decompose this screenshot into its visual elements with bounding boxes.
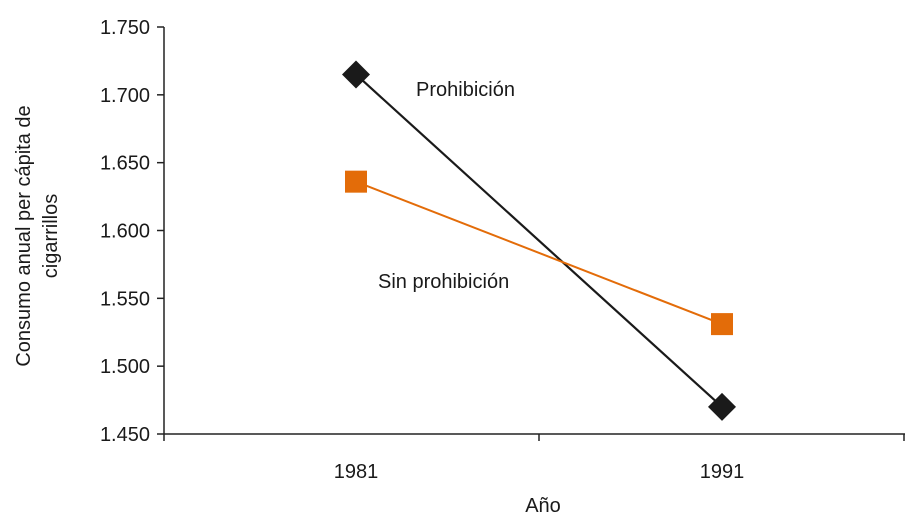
x-ticks: 1981 1991 <box>163 434 905 483</box>
y-axis-title-line-1: Consumo anual per cápita de <box>13 105 35 366</box>
series-lines <box>355 73 723 408</box>
data-point-0-0 <box>342 60 370 89</box>
data-point-0-1 <box>708 392 736 421</box>
y-tick-label: 1.700 <box>100 85 150 107</box>
y-ticks: 1.450 1.500 1.550 1.600 1.650 1.700 1.750 <box>100 17 164 446</box>
y-axis-title-line-2: cigarrillos <box>40 194 62 278</box>
data-point-1-0 <box>345 170 367 193</box>
y-tick-label: 1.600 <box>100 221 150 243</box>
series-line-0 <box>355 73 723 408</box>
y-tick-label: 1.750 <box>100 17 150 39</box>
series-label-sin-prohibicion: Sin prohibición <box>378 271 509 293</box>
y-tick-label: 1.450 <box>100 424 150 446</box>
x-tick-label: 1981 <box>334 461 379 483</box>
data-point-1-1 <box>711 313 733 336</box>
series-line-1 <box>355 180 723 326</box>
series-markers <box>342 60 736 421</box>
y-tick-label: 1.650 <box>100 153 150 175</box>
y-axis-title: Consumo anual per cápita de cigarrillos <box>13 105 62 366</box>
axes <box>163 27 905 435</box>
series-label-prohibicion: Prohibición <box>416 79 515 101</box>
x-tick-label: 1991 <box>700 461 745 483</box>
y-tick-label: 1.550 <box>100 288 150 310</box>
x-axis-title: Año <box>525 495 561 517</box>
y-tick-label: 1.500 <box>100 356 150 378</box>
